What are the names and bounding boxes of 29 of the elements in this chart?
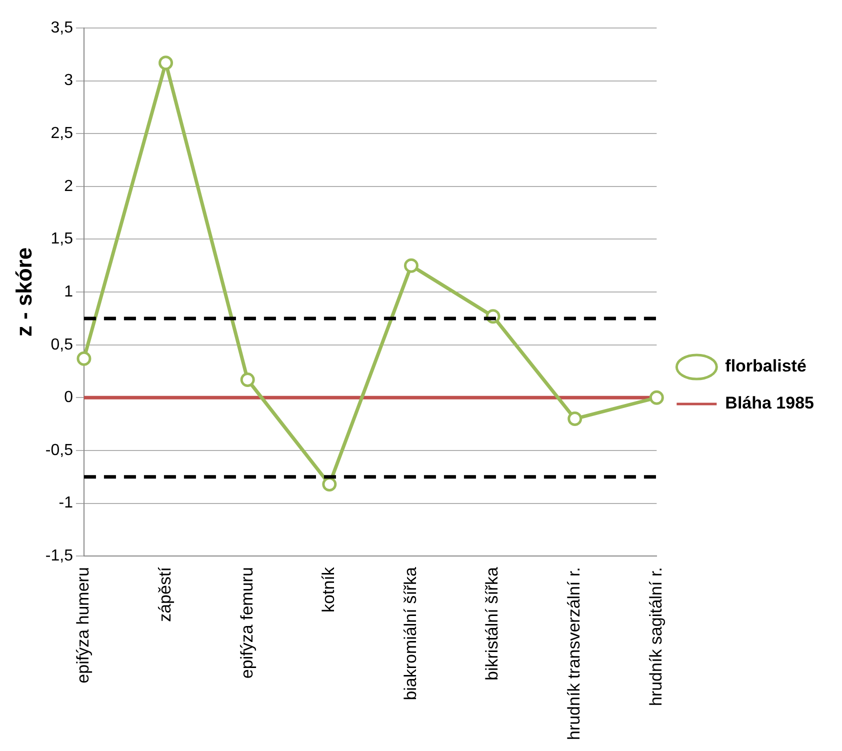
point	[568, 412, 582, 426]
x-tick-label: bikristální šířka	[482, 566, 502, 680]
point	[322, 477, 337, 492]
y-tick-label: 2,5	[50, 125, 74, 142]
legend-label: Bláha 1985	[725, 394, 814, 413]
y-tick-label: -1,5	[45, 547, 74, 564]
y-tick-label: 1	[64, 283, 74, 300]
y-tick-label: 3	[64, 72, 74, 90]
y-axis-title: z - skóre	[11, 247, 36, 337]
x-tick-label: hrudník sagitální r.	[646, 567, 666, 706]
x-tick-label: hrudník transverzální r.	[564, 567, 584, 740]
y-tick-label: 1,5	[50, 230, 74, 248]
x-tick-label: epifýza humeru	[74, 567, 93, 684]
y-tick-label: 0,5	[50, 336, 74, 354]
point	[649, 390, 664, 405]
y-tick-label: 0	[64, 389, 74, 406]
point	[240, 372, 255, 387]
x-tick-label: biakromiální šířka	[400, 566, 420, 700]
x-tick-label: zápěstí	[155, 566, 174, 622]
point	[76, 351, 92, 366]
x-tick-label: epifýza femuru	[237, 567, 256, 679]
x-tick-label: kotník	[319, 566, 338, 612]
y-tick-label: 2	[64, 178, 74, 195]
y-tick-label: -1	[58, 494, 74, 512]
y-tick-label: -0,5	[45, 442, 74, 459]
point	[404, 258, 418, 273]
point	[158, 56, 174, 70]
legend-label: florbalisté	[725, 356, 806, 376]
y-tick-label: 3,5	[50, 19, 74, 36]
